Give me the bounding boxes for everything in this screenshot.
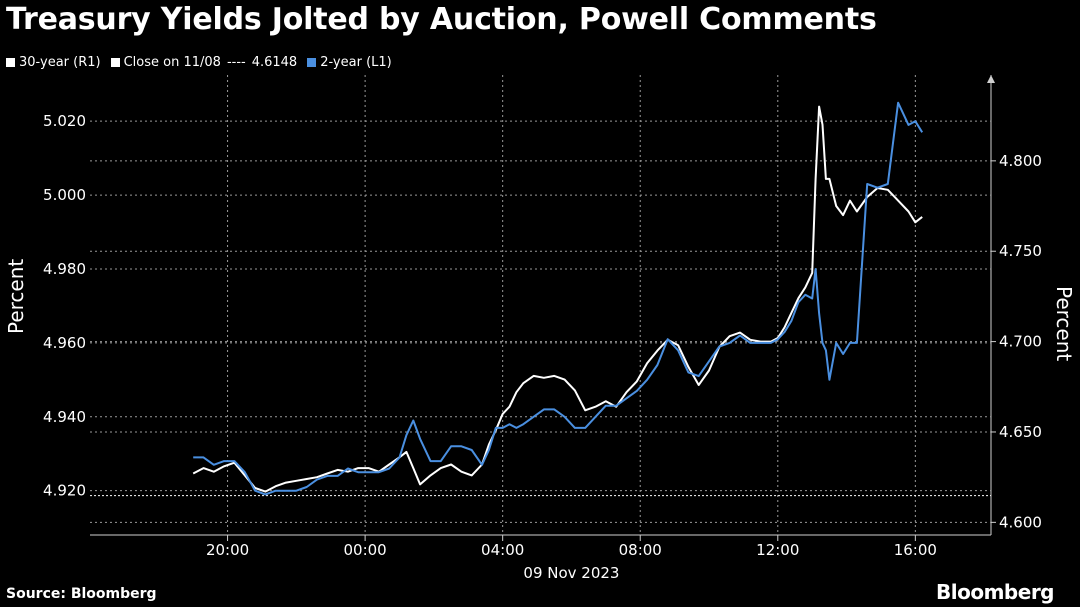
bloomberg-logo: Bloomberg xyxy=(936,580,1054,604)
right-axis-label: Percent xyxy=(1052,286,1076,362)
legend-close-value: 4.6148 xyxy=(251,54,298,70)
source-note: Source: Bloomberg xyxy=(6,586,157,602)
left-tick-label: 4.960 xyxy=(43,334,86,352)
legend-swatch-close xyxy=(110,57,120,67)
legend-item-2-year: 2-year (L1) xyxy=(307,55,392,70)
x-tick-label: 16:00 xyxy=(894,541,937,559)
right-tick-label: 4.700 xyxy=(999,333,1042,351)
right-tick-label: 4.650 xyxy=(999,423,1042,441)
x-axis-title: 09 Nov 2023 xyxy=(523,564,619,582)
x-tick-label: 12:00 xyxy=(756,541,799,559)
series-line-30-year xyxy=(192,105,923,493)
series-line-2-year xyxy=(193,101,924,496)
x-tick-label: 04:00 xyxy=(481,541,524,559)
left-tick-label: 4.980 xyxy=(43,260,86,278)
right-axis-arrow xyxy=(987,75,995,83)
chart-title: Treasury Yields Jolted by Auction, Powel… xyxy=(6,2,877,37)
right-tick-label: 4.750 xyxy=(999,242,1042,260)
right-tick-label: 4.800 xyxy=(999,152,1042,170)
legend-swatch-30-year xyxy=(6,57,15,67)
x-tick-label: 08:00 xyxy=(619,541,662,559)
legend-label-30-year: 30-year (R1) xyxy=(19,54,101,70)
legend-swatch-2-year xyxy=(307,57,317,67)
left-tick-label: 5.020 xyxy=(43,112,86,130)
x-tick-label: 20:00 xyxy=(206,541,249,559)
legend-label-close: Close on 11/08 xyxy=(123,54,221,70)
legend-label-2-year: 2-year (L1) xyxy=(320,54,392,70)
legend-item-30-year: 30-year (R1) xyxy=(6,55,101,70)
legend-item-close: Close on 11/08 ---- 4.6148 xyxy=(110,54,298,70)
left-axis-label: Percent xyxy=(4,258,28,334)
left-tick-label: 4.940 xyxy=(43,408,86,426)
left-tick-label: 5.000 xyxy=(43,186,86,204)
x-tick-label: 00:00 xyxy=(343,541,386,559)
legend-dash-icon: ---- xyxy=(226,54,246,70)
left-tick-label: 4.920 xyxy=(43,482,86,500)
chart-legend: 30-year (R1) Close on 11/08 ---- 4.6148 … xyxy=(6,53,402,71)
right-tick-label: 4.600 xyxy=(999,513,1042,531)
